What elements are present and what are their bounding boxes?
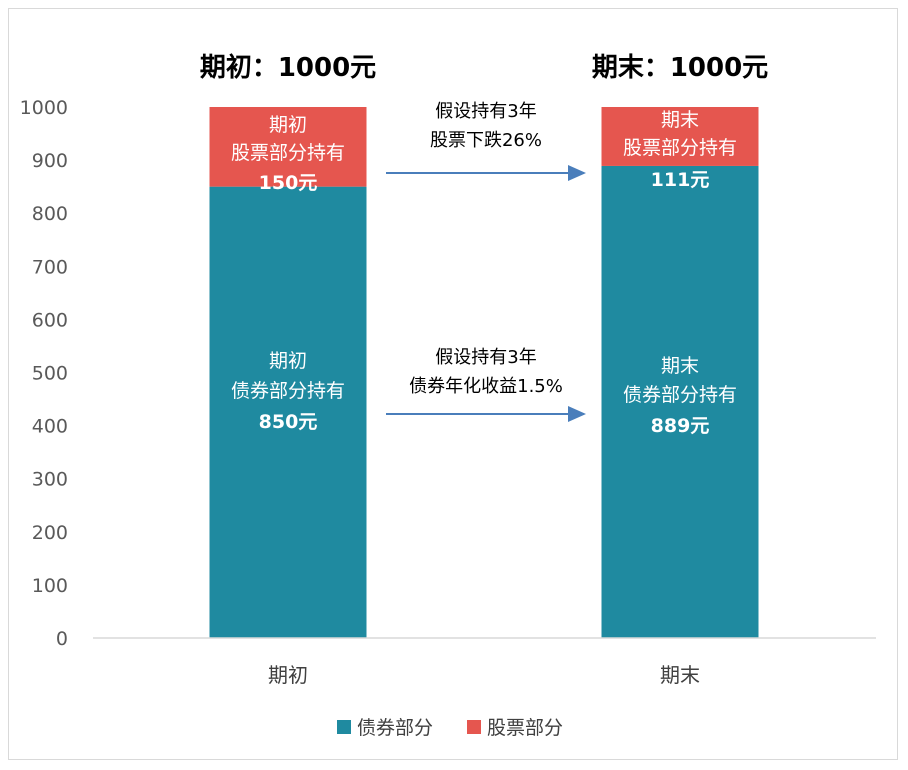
bars — [209, 107, 759, 639]
y-tick-label: 300 — [32, 469, 68, 491]
bond-arrow-note-line2: 债券年化收益1.5% — [409, 376, 563, 397]
title-start: 期初：1000元 — [200, 53, 376, 83]
y-tick-label: 600 — [32, 309, 68, 331]
y-tick-label: 200 — [32, 522, 68, 544]
legend-swatch-stock — [467, 720, 481, 734]
stock-arrow-note-line2: 股票下跌26% — [430, 130, 542, 151]
legend-swatch-bond — [337, 720, 351, 734]
y-tick-label: 1000 — [20, 97, 68, 119]
bar-segment-bond-start — [209, 186, 367, 638]
y-tick-label: 400 — [32, 416, 68, 438]
stock-end-label-line3: 111元 — [651, 169, 710, 191]
bond-start-label-line1: 期初 — [269, 350, 307, 372]
legend: 债券部分 股票部分 — [337, 717, 563, 739]
stock-start-label-line1: 期初 — [269, 114, 307, 136]
legend-label-bond: 债券部分 — [357, 717, 433, 739]
bar-segment-bond-end — [601, 165, 759, 639]
x-tick-label-start: 期初 — [268, 663, 308, 687]
y-tick-label: 100 — [32, 575, 68, 597]
stock-start-label-line2: 股票部分持有 — [231, 142, 345, 164]
y-tick-label: 700 — [32, 256, 68, 278]
bar-segment-stock-end — [601, 107, 759, 166]
stock-start-label-line3: 150元 — [259, 172, 318, 194]
bond-end-label-line1: 期末 — [661, 355, 699, 377]
stock-arrow-note-line1: 假设持有3年 — [435, 101, 536, 122]
stock-end-label-line2: 股票部分持有 — [623, 137, 737, 159]
y-tick-label: 800 — [32, 203, 68, 225]
bond-start-label-line2: 债券部分持有 — [231, 380, 345, 402]
x-tick-label-end: 期末 — [660, 663, 700, 687]
y-axis: 0 100 200 300 400 500 600 700 800 900 1000 — [20, 97, 68, 650]
bond-end-label-line3: 889元 — [651, 415, 710, 437]
y-tick-label: 500 — [32, 363, 68, 385]
stock-end-label-line1: 期末 — [661, 109, 699, 131]
y-tick-label: 0 — [56, 628, 68, 650]
y-tick-label: 900 — [32, 150, 68, 172]
bond-end-label-line2: 债券部分持有 — [623, 384, 737, 406]
bar-segment-stock-start — [209, 107, 367, 187]
legend-label-stock: 股票部分 — [487, 717, 563, 739]
bond-arrow-note-line1: 假设持有3年 — [435, 347, 536, 368]
bond-start-label-line3: 850元 — [259, 411, 318, 433]
title-end: 期末：1000元 — [592, 53, 768, 83]
